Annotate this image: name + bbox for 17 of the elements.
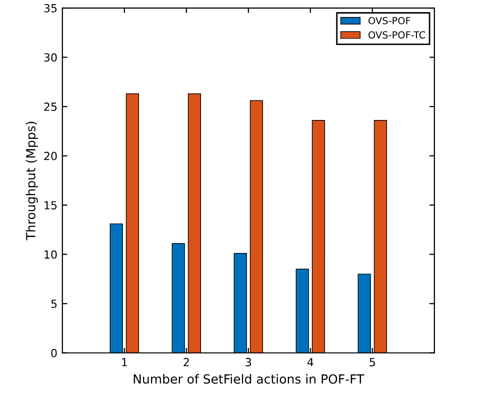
x-tick-label: 2 [184, 358, 189, 366]
x-tick-label: 4 [307, 358, 314, 366]
y-tick-label: 25 [44, 102, 57, 111]
y-tick-label: 30 [44, 53, 57, 62]
y-tick-label: 20 [44, 152, 57, 160]
legend-label: OVS-POF-TC [368, 31, 426, 39]
x-tick-label: 3 [246, 358, 252, 366]
x-tick-label: 5 [370, 358, 375, 366]
legend-label: OVS-POF [368, 16, 410, 24]
x-tick-label: 1 [122, 358, 127, 366]
y-tick-label: 10 [44, 250, 57, 259]
y-tick-label: 35 [44, 4, 57, 12]
y-axis-title: Throughput (Mpps) [26, 122, 38, 240]
y-tick-label: 5 [51, 300, 57, 308]
y-tick-label: 0 [51, 348, 57, 358]
x-axis-title: Number of SetField actions in POF-FT [134, 374, 364, 384]
y-tick-label: 15 [44, 201, 57, 210]
